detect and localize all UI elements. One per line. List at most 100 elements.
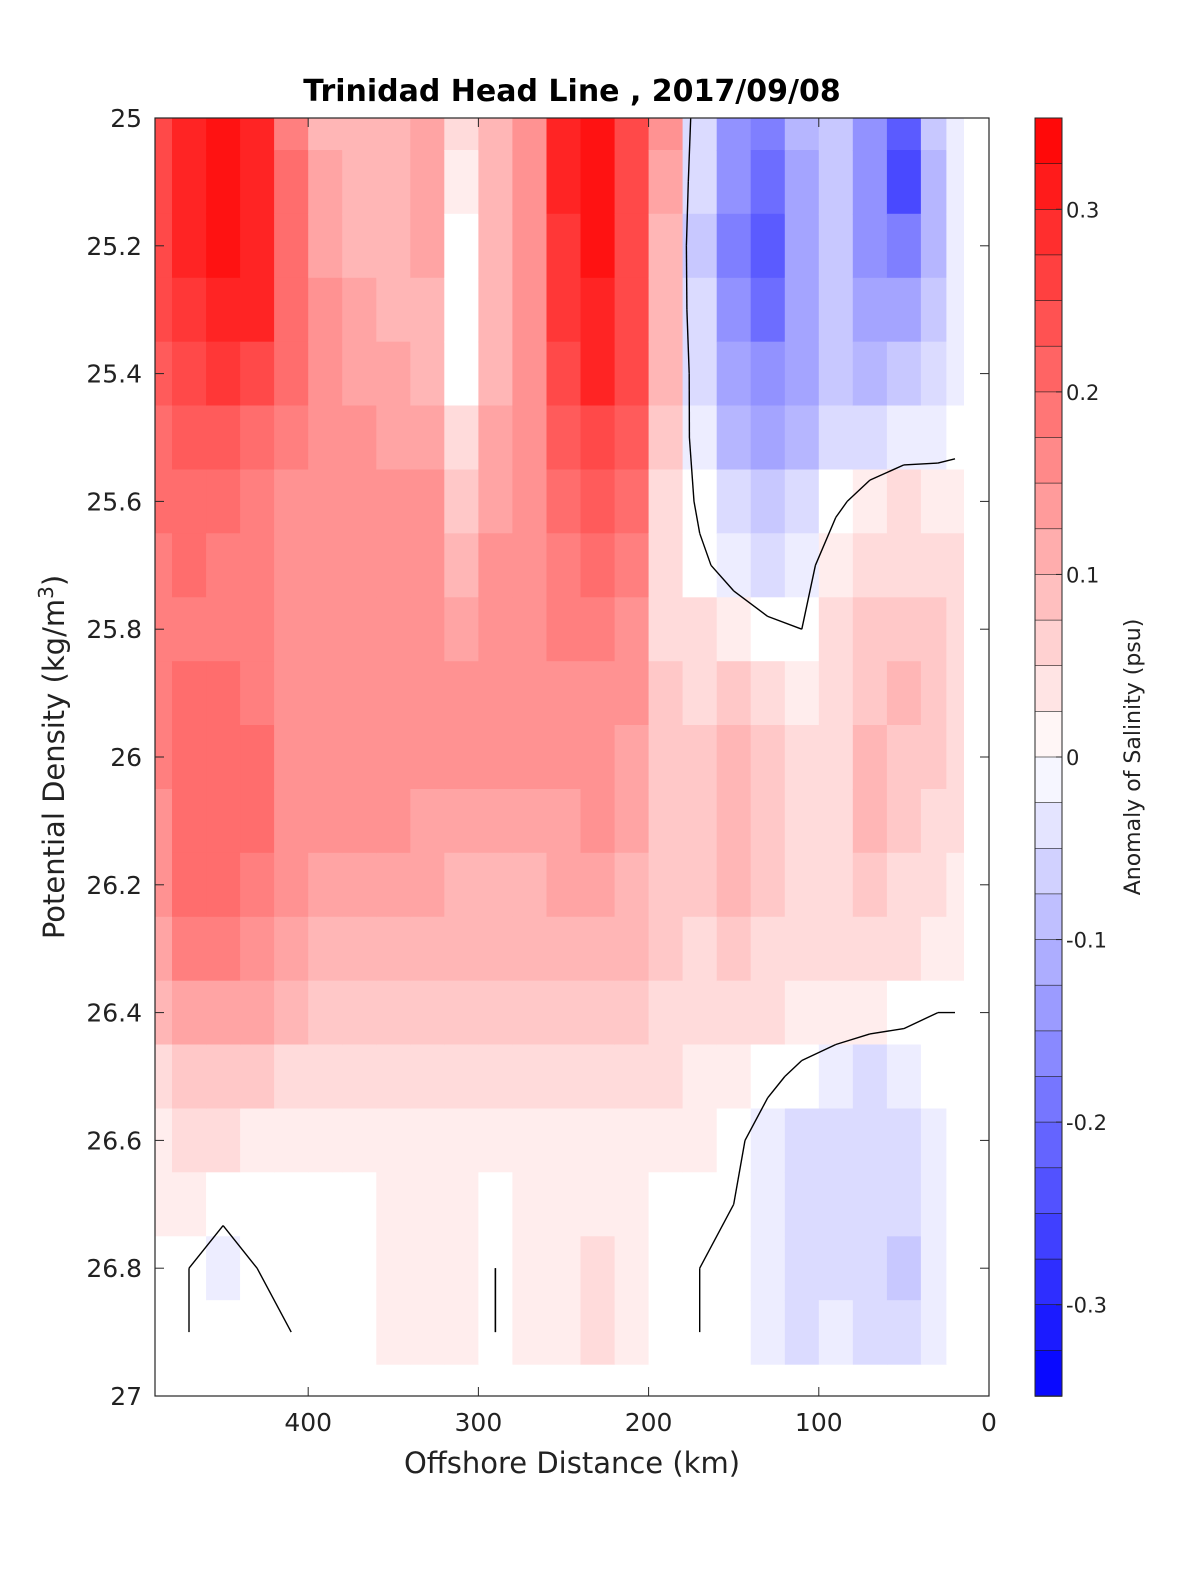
heatmap-cell	[648, 150, 684, 215]
heatmap-cell	[410, 277, 445, 343]
heatmap-cell	[512, 469, 547, 534]
heatmap-cell	[852, 725, 888, 790]
heatmap-cell	[546, 725, 582, 790]
heatmap-cell	[852, 341, 888, 407]
heatmap-cell	[376, 341, 411, 407]
heatmap-cell	[750, 980, 786, 1046]
heatmap-cell	[172, 1044, 207, 1109]
zero-contour-segment	[699, 533, 712, 566]
heatmap-cell	[478, 1044, 513, 1109]
heatmap-cell	[546, 341, 582, 407]
heatmap-cell	[852, 1108, 888, 1173]
colorbar-level	[1034, 574, 1063, 621]
heatmap-cell	[546, 1236, 582, 1301]
heatmap-cell	[172, 916, 207, 982]
heatmap-cell	[920, 916, 947, 982]
heatmap-cell	[376, 852, 411, 918]
heatmap-cell	[206, 469, 241, 534]
heatmap-cell	[818, 150, 854, 215]
heatmap-cell	[376, 789, 411, 854]
heatmap-cell	[342, 1108, 377, 1173]
heatmap-cell	[784, 661, 820, 726]
colorbar-level	[1034, 1121, 1063, 1169]
heatmap-cell	[410, 980, 445, 1046]
heatmap-cell	[946, 213, 964, 279]
colorbar-level	[1034, 254, 1063, 302]
zero-contour-segment	[903, 462, 938, 466]
y-tick-label: 26.6	[86, 1126, 142, 1155]
heatmap-cell	[478, 277, 513, 343]
heatmap-cell	[342, 1300, 377, 1365]
heatmap-cell	[818, 1108, 854, 1173]
heatmap-cell	[750, 725, 786, 790]
x-tick-label: 200	[625, 1408, 673, 1437]
heatmap-cell	[274, 725, 309, 790]
heatmap-cell	[308, 150, 343, 215]
heatmap-cell	[342, 980, 377, 1046]
heatmap-cell	[546, 980, 582, 1046]
heatmap-cell	[172, 789, 207, 854]
y-tick-label: 25	[110, 104, 142, 133]
heatmap-cell	[716, 405, 752, 470]
heatmap-cell	[342, 277, 377, 343]
heatmap-cell	[886, 725, 922, 790]
zero-contour-segment	[869, 1027, 905, 1035]
heatmap-cell	[784, 341, 820, 407]
heatmap-cell	[852, 469, 888, 534]
heatmap-cell	[206, 661, 241, 726]
heatmap-cell	[580, 118, 616, 151]
heatmap-cell	[444, 597, 479, 662]
heatmap-cell	[342, 150, 377, 215]
zero-contour-segment	[688, 437, 695, 502]
colorbar-level	[1034, 1350, 1063, 1397]
heatmap-cell	[172, 341, 207, 407]
heatmap-cell	[716, 852, 752, 918]
heatmap-cell	[920, 1172, 947, 1237]
heatmap-cell	[648, 916, 684, 982]
heatmap-cell	[342, 725, 377, 790]
colorbar-level	[1034, 209, 1063, 256]
heatmap-cell	[308, 789, 343, 854]
heatmap-cell	[818, 980, 854, 1046]
heatmap-cell	[240, 980, 275, 1046]
heatmap-cell	[648, 533, 684, 598]
heatmap-cell	[648, 1236, 684, 1301]
heatmap-cell	[920, 533, 947, 598]
heatmap-cell	[376, 1108, 411, 1173]
heatmap-cell	[648, 597, 684, 662]
heatmap-cell	[308, 916, 343, 982]
x-tick-label: 300	[455, 1408, 503, 1437]
heatmap-cell	[614, 213, 650, 279]
heatmap-cell	[376, 1300, 411, 1365]
heatmap-cell	[155, 789, 173, 854]
heatmap-cell	[886, 789, 922, 854]
heatmap-cell	[240, 1044, 275, 1109]
heatmap-cell	[444, 533, 479, 598]
heatmap-cell	[946, 1044, 964, 1109]
heatmap-cell	[614, 341, 650, 407]
heatmap-cell	[206, 533, 241, 598]
heatmap-cell	[614, 597, 650, 662]
heatmap-cell	[206, 980, 241, 1046]
heatmap-cell	[240, 661, 275, 726]
heatmap-cell	[852, 916, 888, 982]
heatmap-cell	[920, 405, 947, 470]
heatmap-cell	[478, 725, 513, 790]
colorbar-level	[1034, 847, 1063, 895]
heatmap-cell	[946, 725, 964, 790]
heatmap-cell	[580, 341, 616, 407]
heatmap-cell	[750, 118, 786, 151]
chart-title: Trinidad Head Line , 2017/09/08	[303, 74, 840, 109]
heatmap-cell	[648, 1172, 684, 1237]
heatmap-cell	[308, 118, 343, 151]
heatmap-cell	[512, 597, 547, 662]
zero-contour-lines	[188, 118, 956, 1333]
heatmap-cell	[682, 725, 718, 790]
heatmap-cell	[172, 118, 207, 151]
heatmap-cell	[580, 469, 616, 534]
heatmap-cell	[240, 469, 275, 534]
heatmap-cell	[512, 725, 547, 790]
heatmap-cell	[512, 118, 547, 151]
heatmap-cell	[376, 725, 411, 790]
heatmap-cell	[410, 789, 445, 854]
